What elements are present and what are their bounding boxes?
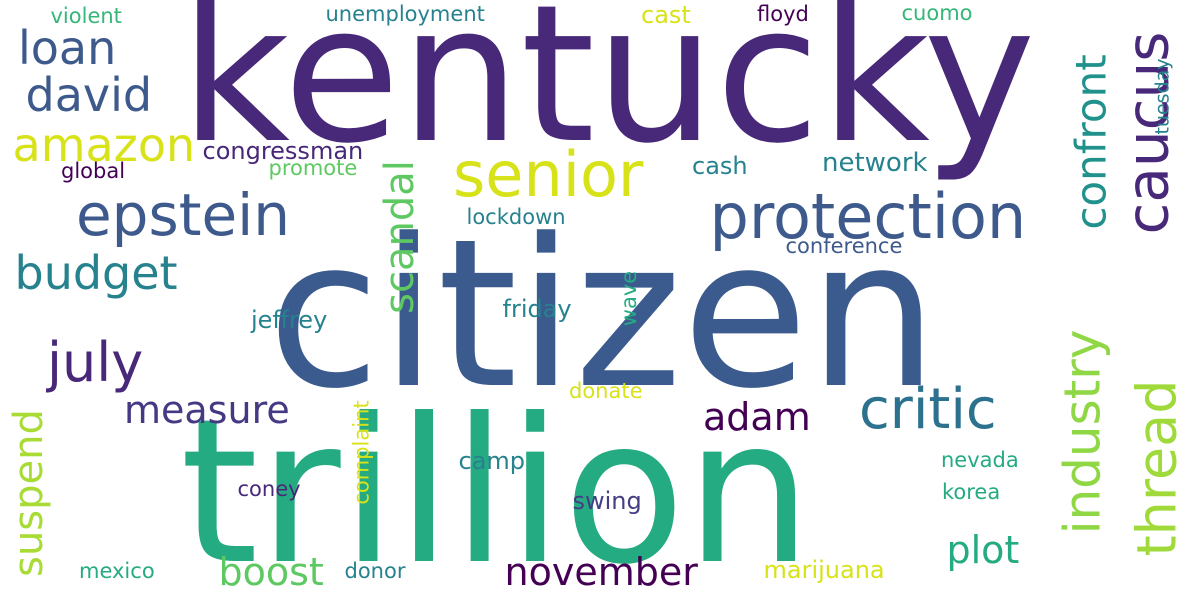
word-july: july: [47, 331, 144, 394]
word-mexico: mexico: [79, 558, 155, 583]
word-swing: swing: [572, 487, 642, 515]
word-scandal: scandal: [376, 160, 423, 314]
word-friday: friday: [502, 295, 572, 323]
word-kentucky: kentucky: [180, 0, 1036, 185]
word-promote: promote: [268, 155, 358, 180]
word-violent: violent: [50, 3, 122, 28]
word-congressman: congressman: [202, 137, 364, 165]
word-conference: conference: [785, 233, 903, 258]
word-jeffrey: jeffrey: [251, 306, 328, 334]
word-camp: camp: [458, 447, 526, 475]
word-korea: korea: [942, 479, 1001, 504]
word-cuomo: cuomo: [901, 0, 973, 25]
word-wave: wave: [616, 270, 641, 326]
word-coney: coney: [237, 476, 301, 501]
word-plot: plot: [946, 528, 1020, 572]
word-confront: confront: [1066, 54, 1116, 230]
word-donate: donate: [569, 378, 643, 403]
word-global: global: [61, 158, 126, 183]
word-complaint: complaint: [349, 399, 374, 505]
word-measure: measure: [124, 388, 290, 432]
word-david: david: [25, 68, 153, 122]
word-donor: donor: [344, 558, 406, 583]
word-floyd: floyd: [757, 1, 809, 26]
word-nevada: nevada: [941, 447, 1019, 472]
word-unemployment: unemployment: [325, 1, 485, 26]
word-lockdown: lockdown: [466, 204, 566, 229]
word-protection: protection: [709, 180, 1027, 253]
word-amazon: amazon: [12, 118, 196, 172]
word-senior: senior: [453, 138, 644, 211]
word-loan: loan: [18, 21, 117, 75]
word-critic: critic: [859, 377, 997, 442]
word-industry: industry: [1052, 329, 1111, 535]
word-marijuana: marijuana: [763, 556, 885, 584]
word-budget: budget: [14, 246, 178, 300]
word-adam: adam: [703, 395, 811, 439]
word-epstein: epstein: [76, 181, 291, 249]
word-suspend: suspend: [5, 409, 52, 577]
word-boost: boost: [218, 550, 324, 594]
word-cast: cast: [641, 1, 691, 29]
word-november: november: [504, 550, 698, 594]
word-tuesday: tuesday: [1151, 57, 1174, 135]
word-thread: thread: [1125, 379, 1189, 557]
word-trillion: trillion: [180, 376, 813, 600]
word-network: network: [822, 148, 928, 178]
word-cash: cash: [692, 152, 748, 180]
word-citizen: citizen: [267, 195, 939, 434]
